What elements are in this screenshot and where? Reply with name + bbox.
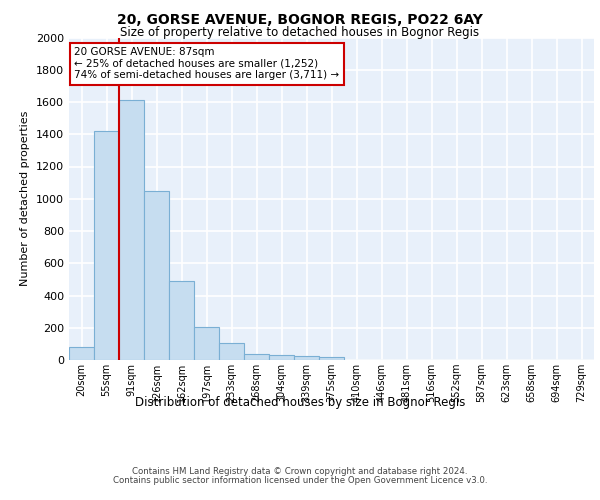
Bar xyxy=(119,100,144,360)
Y-axis label: Number of detached properties: Number of detached properties xyxy=(20,111,31,286)
Text: Distribution of detached houses by size in Bognor Regis: Distribution of detached houses by size … xyxy=(135,396,465,409)
Bar xyxy=(269,355,294,360)
Bar xyxy=(244,354,269,360)
Text: Contains HM Land Registry data © Crown copyright and database right 2024.: Contains HM Land Registry data © Crown c… xyxy=(132,467,468,476)
Text: 20 GORSE AVENUE: 87sqm
← 25% of detached houses are smaller (1,252)
74% of semi-: 20 GORSE AVENUE: 87sqm ← 25% of detached… xyxy=(74,47,340,80)
Text: 20, GORSE AVENUE, BOGNOR REGIS, PO22 6AY: 20, GORSE AVENUE, BOGNOR REGIS, PO22 6AY xyxy=(117,12,483,26)
Bar xyxy=(294,356,319,360)
Bar xyxy=(219,343,244,360)
Bar xyxy=(144,190,169,360)
Bar xyxy=(194,327,219,360)
Bar xyxy=(69,347,94,360)
Bar xyxy=(94,131,119,360)
Bar xyxy=(319,357,344,360)
Bar xyxy=(169,281,194,360)
Text: Contains public sector information licensed under the Open Government Licence v3: Contains public sector information licen… xyxy=(113,476,487,485)
Text: Size of property relative to detached houses in Bognor Regis: Size of property relative to detached ho… xyxy=(121,26,479,39)
